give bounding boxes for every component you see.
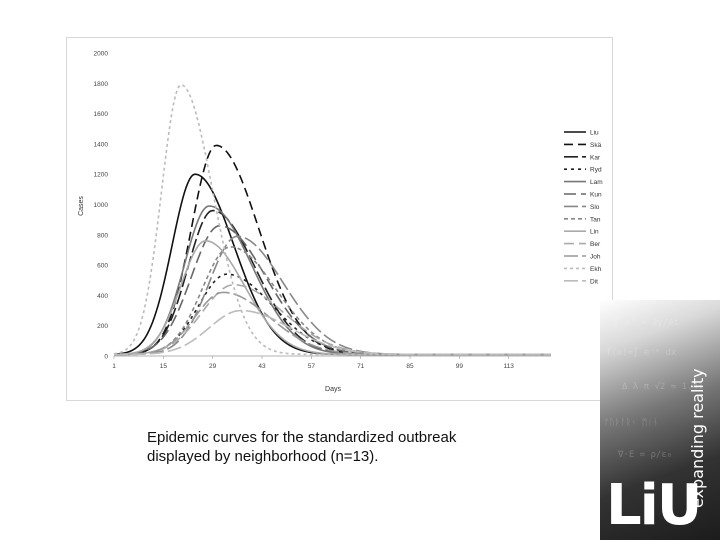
epidemic-curves-chart: 0 200 400 600 800 1000 1200 1400 1600 1800 2000 1 15… bbox=[78, 51, 603, 394]
x-tick-label: 71 bbox=[357, 363, 365, 370]
brand-background-strip: ∑ x² + ∂y/∂t f(x)=∫ e⁻ˣ dx Δ λ π √2 ≈ 1.… bbox=[600, 300, 720, 540]
x-tick-label: 29 bbox=[209, 363, 217, 370]
legend-label-8: Tan bbox=[590, 216, 601, 223]
series-line-1 bbox=[113, 173, 551, 356]
series-line-8 bbox=[114, 246, 551, 356]
legend-label-5: Lam bbox=[590, 179, 603, 186]
legend-label-11: Joh bbox=[590, 254, 601, 261]
series-line-12 bbox=[113, 83, 551, 356]
chart-panel: 0 200 400 600 800 1000 1200 1400 1600 1800 2000 1 15… bbox=[66, 37, 613, 401]
y-tick-label: 2000 bbox=[94, 51, 109, 58]
legend-label-6: Kun bbox=[590, 192, 602, 199]
x-axis-label: Days bbox=[325, 386, 341, 393]
legend-label-4: Ryd bbox=[590, 167, 602, 174]
y-tick-label: 1200 bbox=[94, 172, 109, 179]
x-tick-label: 99 bbox=[456, 363, 464, 370]
y-tick-label: 0 bbox=[104, 354, 108, 361]
legend-label-3: Kar bbox=[590, 154, 601, 161]
legend-label-12: Ekh bbox=[590, 266, 602, 273]
chart-legend: Liu Skä Kar Ryd Lam Kun Slo Tan Lin Ber Joh Ekh Dit bbox=[564, 130, 603, 285]
chart-axes: 0 200 400 600 800 1000 1200 1400 1600 1800 2000 1 15… bbox=[94, 51, 551, 370]
liu-logo: LiU bbox=[606, 473, 702, 538]
series-line-2 bbox=[113, 144, 551, 356]
legend-label-13: Dit bbox=[590, 278, 598, 285]
legend-label-9: Lin bbox=[590, 229, 599, 236]
legend-label-1: Liu bbox=[590, 130, 599, 137]
y-tick-label: 800 bbox=[97, 232, 108, 239]
y-tick-label: 1000 bbox=[94, 202, 109, 209]
legend-label-7: Slo bbox=[590, 204, 600, 211]
caption-line-1: Epidemic curves for the standardized out… bbox=[147, 429, 457, 446]
y-tick-label: 600 bbox=[97, 263, 108, 270]
y-tick-label: 1800 bbox=[94, 81, 109, 88]
y-tick-label: 400 bbox=[97, 293, 108, 300]
x-tick-label: 1 bbox=[112, 363, 116, 370]
x-tick-label: 85 bbox=[406, 363, 414, 370]
x-tick-label: 15 bbox=[160, 363, 168, 370]
series-line-4 bbox=[113, 273, 551, 356]
slide-caption: Epidemic curves for the standardized out… bbox=[147, 428, 567, 466]
y-tick-label: 1600 bbox=[94, 111, 109, 118]
brand-tagline: expanding reality bbox=[688, 368, 707, 508]
x-tick-label: 57 bbox=[308, 363, 316, 370]
legend-label-2: Skä bbox=[590, 142, 602, 149]
series-line-13 bbox=[114, 309, 551, 356]
y-tick-label: 200 bbox=[97, 323, 108, 330]
chart-series-group bbox=[113, 83, 551, 356]
x-tick-label: 43 bbox=[258, 363, 266, 370]
y-tick-label: 1400 bbox=[94, 141, 109, 148]
caption-line-2: displayed by neighborhood (n=13). bbox=[147, 448, 379, 465]
y-axis-label: Cases bbox=[78, 196, 85, 216]
x-tick-label: 113 bbox=[504, 363, 515, 370]
legend-label-10: Ber bbox=[590, 241, 601, 248]
